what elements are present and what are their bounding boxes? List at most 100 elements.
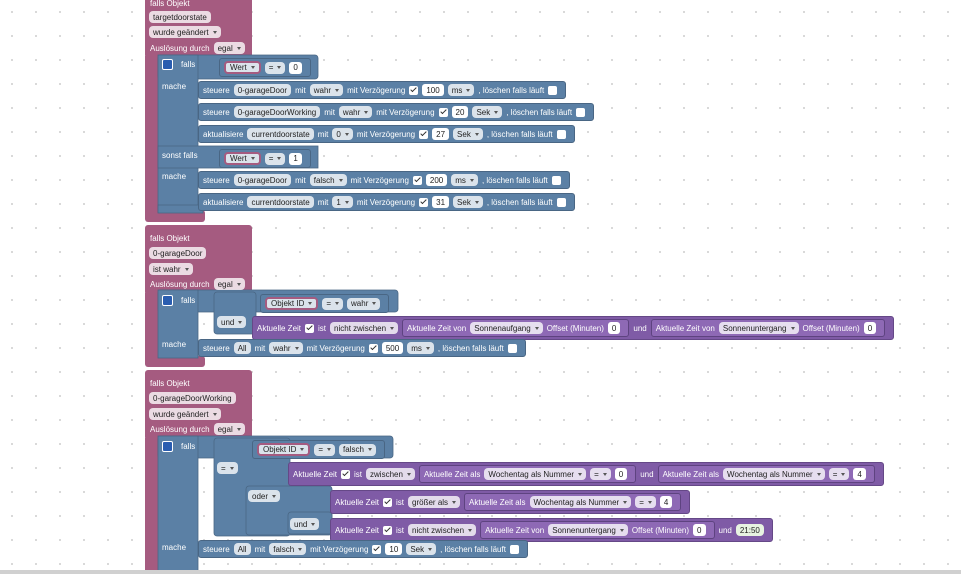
value-dropdown[interactable]: Objekt ID — [257, 443, 311, 456]
dropdown[interactable]: Sonnenaufgang — [470, 322, 543, 334]
field[interactable]: targetdoorstate — [149, 11, 211, 23]
text-field[interactable]: 21:50 — [735, 524, 764, 536]
operator-dropdown[interactable]: = — [264, 61, 286, 74]
number-field[interactable]: 0 — [863, 322, 877, 334]
dropdown[interactable]: Wochentag als Nummer — [529, 496, 632, 508]
dropdown[interactable]: Sek — [406, 543, 437, 555]
checkbox[interactable] — [368, 343, 378, 353]
number-field[interactable]: 4 — [853, 468, 866, 480]
field[interactable]: currentdoorstate — [247, 196, 314, 208]
dropdown[interactable]: und — [217, 316, 247, 328]
dropdown[interactable]: ist wahr — [149, 263, 193, 275]
number-field[interactable]: 27 — [432, 128, 450, 140]
dropdown[interactable]: Sek — [453, 196, 483, 208]
checkbox[interactable] — [383, 525, 393, 535]
dropdown[interactable]: 0 — [332, 128, 353, 140]
dropdown[interactable]: Wochentag als Nummer — [723, 468, 825, 480]
dropdown[interactable]: Sonnenuntergang — [548, 524, 628, 536]
field[interactable]: 0-garageDoorWorking — [233, 106, 321, 118]
checkbox[interactable] — [438, 107, 448, 117]
label: Aktuelle Zeit — [257, 323, 302, 333]
field[interactable]: All — [233, 342, 251, 354]
dropdown[interactable]: wurde geändert — [149, 408, 221, 420]
checkbox[interactable] — [507, 343, 517, 353]
field[interactable]: All — [233, 543, 251, 555]
number-field[interactable]: 1 — [289, 152, 302, 165]
number-field[interactable]: 31 — [432, 196, 450, 208]
dropdown[interactable]: wahr — [269, 342, 303, 354]
dropdown[interactable]: größer als — [408, 496, 461, 508]
dropdown[interactable]: zwischen — [366, 468, 415, 480]
dropdown[interactable]: oder — [248, 490, 281, 502]
number-field[interactable]: 0 — [607, 322, 621, 334]
label: Aktuelle Zeit als — [423, 469, 481, 479]
dropdown[interactable]: egal — [213, 423, 245, 435]
number-field[interactable]: 4 — [659, 496, 673, 508]
dropdown[interactable]: = — [590, 468, 611, 480]
dropdown[interactable]: Sek — [453, 128, 483, 140]
field[interactable]: 0-garageDoor — [233, 174, 292, 186]
block-row: wurde geändert — [149, 26, 225, 38]
checkbox[interactable] — [409, 85, 419, 95]
dropdown[interactable]: falsch — [339, 443, 376, 456]
number-field[interactable]: 500 — [381, 342, 404, 354]
dropdown[interactable]: und — [290, 518, 320, 530]
dropdown[interactable]: egal — [213, 278, 245, 290]
field[interactable]: 0-garageDoorWorking — [149, 392, 236, 404]
dropdown[interactable]: 1 — [332, 196, 353, 208]
checkbox[interactable] — [383, 497, 393, 507]
number-field[interactable]: 100 — [422, 84, 444, 96]
number-field[interactable]: 0 — [614, 468, 628, 480]
value-dropdown[interactable]: Wert — [224, 61, 261, 74]
dropdown[interactable]: wurde geändert — [149, 26, 221, 38]
checkbox[interactable] — [412, 175, 422, 185]
label: und — [718, 525, 732, 535]
checkbox[interactable] — [341, 469, 351, 479]
dropdown[interactable]: ms — [447, 84, 475, 96]
number-field[interactable]: 200 — [425, 174, 448, 186]
dropdown[interactable]: = — [635, 496, 656, 508]
dropdown[interactable]: Wochentag als Nummer — [484, 468, 587, 480]
checkbox[interactable] — [419, 129, 429, 139]
checkbox[interactable] — [548, 85, 558, 95]
dropdown[interactable]: wahr — [338, 106, 373, 118]
dropdown[interactable]: = — [314, 443, 336, 456]
dropdown[interactable]: = — [217, 462, 238, 474]
checkbox[interactable] — [372, 544, 382, 554]
field[interactable]: 0-garageDoor — [233, 84, 292, 96]
dropdown[interactable]: falsch — [269, 543, 307, 555]
checkbox[interactable] — [576, 107, 586, 117]
dropdown[interactable]: Sek — [472, 106, 503, 118]
block-row: mache — [162, 338, 190, 350]
dropdown[interactable]: = — [828, 468, 850, 480]
dropdown[interactable]: wahr — [347, 297, 381, 310]
checkbox[interactable] — [556, 197, 566, 207]
value-dropdown[interactable]: Objekt ID — [265, 297, 319, 310]
checkbox[interactable] — [551, 175, 561, 185]
dropdown[interactable]: falsch — [309, 174, 347, 186]
dropdown[interactable]: = — [322, 297, 344, 310]
label: Aktuelle Zeit — [293, 469, 338, 479]
checkbox[interactable] — [419, 197, 429, 207]
label: mache — [162, 171, 187, 181]
dropdown[interactable]: ms — [407, 342, 434, 354]
checkbox[interactable] — [509, 544, 519, 554]
dropdown[interactable]: wahr — [309, 84, 344, 96]
dropdown[interactable]: nicht zwischen — [408, 524, 477, 536]
number-field[interactable]: 0 — [693, 524, 706, 536]
operator-dropdown[interactable]: = — [264, 152, 286, 165]
checkbox[interactable] — [556, 129, 566, 139]
dropdown[interactable]: ms — [451, 174, 478, 186]
field[interactable]: currentdoorstate — [247, 128, 314, 140]
dropdown[interactable]: nicht zwischen — [330, 322, 399, 334]
field[interactable]: 0-garageDoor — [149, 247, 207, 259]
number-field[interactable]: 20 — [451, 106, 469, 118]
checkbox[interactable] — [305, 323, 315, 333]
dropdown[interactable]: Sonnenuntergang — [718, 322, 799, 334]
value-dropdown[interactable]: Wert — [224, 152, 261, 165]
dropdown[interactable]: egal — [213, 42, 245, 54]
number-field[interactable]: 0 — [289, 61, 302, 74]
number-field[interactable]: 10 — [385, 543, 403, 555]
label: mit — [254, 544, 266, 554]
